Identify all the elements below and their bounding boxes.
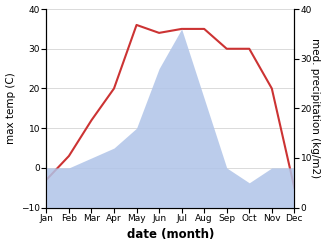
Y-axis label: med. precipitation (kg/m2): med. precipitation (kg/m2) bbox=[310, 38, 320, 178]
Y-axis label: max temp (C): max temp (C) bbox=[6, 72, 16, 144]
X-axis label: date (month): date (month) bbox=[127, 228, 214, 242]
